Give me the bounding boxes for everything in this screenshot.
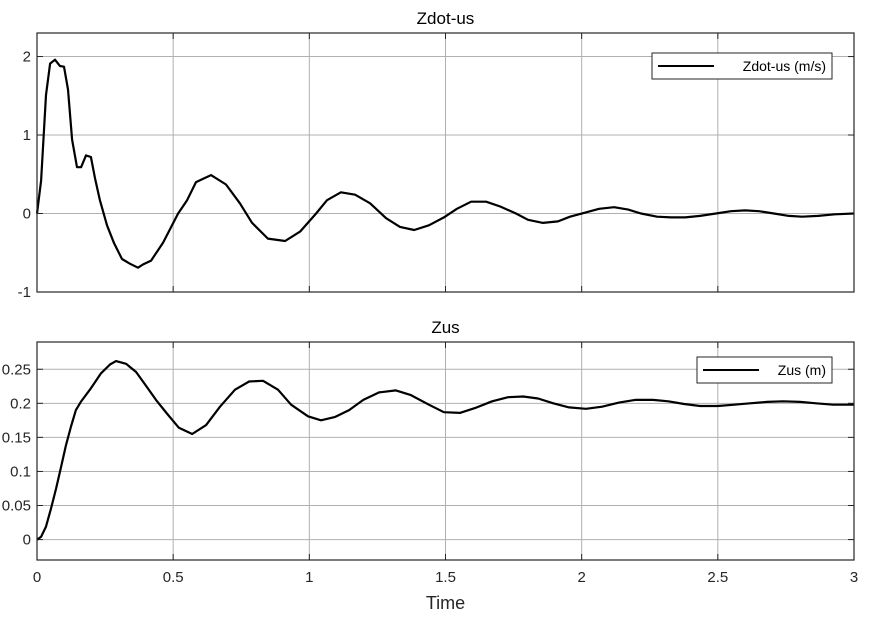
x-axis-label: Time — [426, 593, 465, 613]
axes-zus: 0 0.5 1 1.5 2 2.5 3 0 0.05 0.1 0.15 0.2 0.25 Zus Time Z… — [2, 318, 858, 613]
axes-frame — [36, 32, 855, 293]
y-tick-label: 0.15 — [2, 429, 31, 446]
y-tick-label: 0.05 — [2, 498, 31, 515]
y-tick-label: 0.1 — [10, 463, 31, 480]
y-tick-label: 0.2 — [10, 395, 31, 412]
chart-title: Zdot-us — [417, 9, 475, 28]
axes-frame — [36, 341, 855, 561]
y-tick-label: 0 — [23, 206, 31, 223]
data-line — [36, 360, 854, 541]
y-tick-label: 2 — [23, 49, 31, 66]
legend-box — [696, 356, 833, 384]
chart-title: Zus — [431, 318, 459, 337]
y-tick-label: -1 — [18, 284, 31, 301]
x-tick-label: 3 — [850, 569, 858, 586]
y-tick-label: 1 — [23, 127, 31, 144]
x-tick-label: 2.5 — [707, 569, 728, 586]
legend: Zus (m) — [696, 356, 833, 384]
x-tick-label: 1.5 — [435, 569, 456, 586]
x-tick-label: 0.5 — [163, 569, 184, 586]
y-tick-label: 0 — [23, 532, 31, 549]
legend-label: Zdot-us (m/s) — [743, 58, 826, 74]
data-line — [35, 58, 855, 269]
x-tick-label: 2 — [577, 569, 585, 586]
legend: Zdot-us (m/s) — [651, 52, 833, 80]
x-tick-label: 1 — [305, 569, 313, 586]
y-tick-label: 0.25 — [2, 361, 31, 378]
axes-zdot-us: -1 0 1 2 Zdot-us Zdot-us (m/s) — [18, 9, 855, 301]
legend-label: Zus (m) — [778, 362, 826, 378]
x-tick-label: 0 — [33, 569, 41, 586]
